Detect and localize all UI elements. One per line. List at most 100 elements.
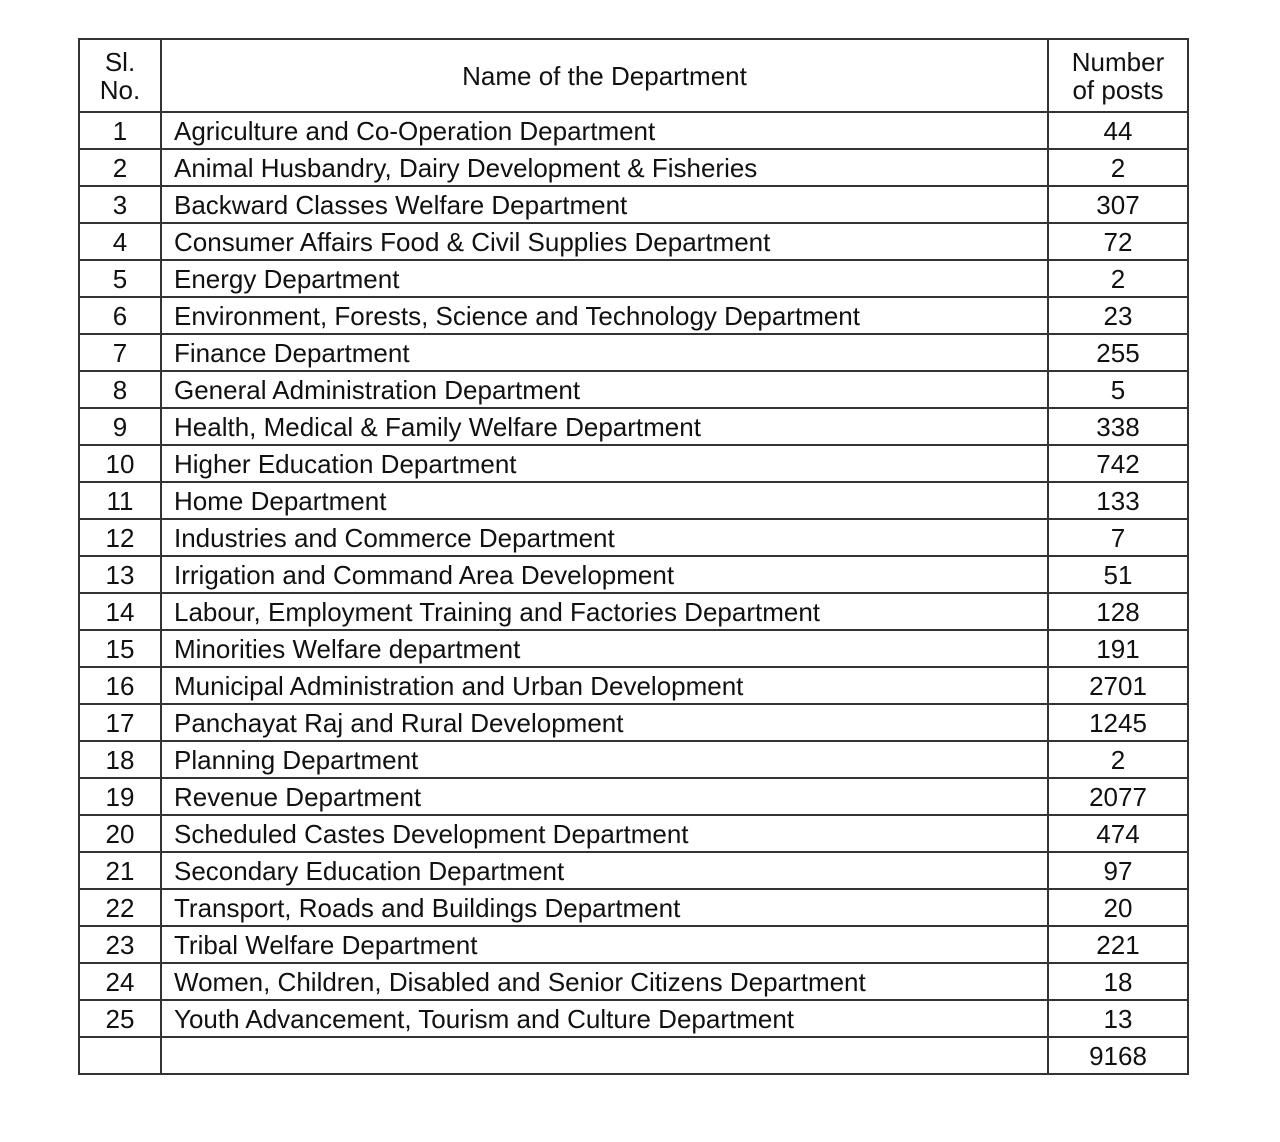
table-row: 7 Finance Department 255	[78, 333, 1189, 372]
table-cell: 338	[1047, 407, 1189, 446]
table-cell: Backward Classes Welfare Department	[160, 185, 1049, 224]
table-cell: 44	[1047, 111, 1189, 150]
header-cell: Sl. No.	[78, 38, 162, 113]
table-cell: 5	[78, 259, 162, 298]
table-cell: 2	[1047, 740, 1189, 779]
table-cell: 1245	[1047, 703, 1189, 742]
header-text: Number of posts	[1071, 46, 1165, 105]
table-cell: 10	[78, 444, 162, 483]
table-cell: 7	[1047, 518, 1189, 557]
table-cell: 21	[78, 851, 162, 890]
table-row: 14 Labour, Employment Training and Factor…	[78, 592, 1189, 631]
table-cell: 18	[78, 740, 162, 779]
total-row: 9168	[78, 1036, 1189, 1075]
table-cell: Finance Department	[160, 333, 1049, 372]
table-cell	[78, 1036, 162, 1075]
table-cell: Higher Education Department	[160, 444, 1049, 483]
table-cell: 19	[78, 777, 162, 816]
table-cell: 24	[78, 962, 162, 1001]
table-cell: 4	[78, 222, 162, 261]
table-cell: Secondary Education Department	[160, 851, 1049, 890]
table-cell: Tribal Welfare Department	[160, 925, 1049, 964]
header-cell: Name of the Department	[160, 38, 1049, 113]
table-row: 9 Health, Medical & Family Welfare Depart…	[78, 407, 1189, 446]
table-cell: 22	[78, 888, 162, 927]
table-cell: 72	[1047, 222, 1189, 261]
table-cell: 23	[78, 925, 162, 964]
table-row: 13 Irrigation and Command Area Developmen…	[78, 555, 1189, 594]
table-cell: 20	[1047, 888, 1189, 927]
table-cell: 7	[78, 333, 162, 372]
header-cell: Number of posts	[1047, 38, 1189, 113]
table-cell: Consumer Affairs Food & Civil Supplies D…	[160, 222, 1049, 261]
table-cell: Irrigation and Command Area Development	[160, 555, 1049, 594]
table-cell: 3	[78, 185, 162, 224]
table-cell: Planning Department	[160, 740, 1049, 779]
table-row: 20 Scheduled Castes Development Departmen…	[78, 814, 1189, 853]
table-row: 23 Tribal Welfare Department 221	[78, 925, 1189, 964]
table-row: 25 Youth Advancement, Tourism and Culture…	[78, 999, 1189, 1038]
table-cell: 474	[1047, 814, 1189, 853]
table-cell: 742	[1047, 444, 1189, 483]
table-body: 1 Agriculture and Co-Operation Department…	[78, 111, 1189, 1075]
table-cell: Revenue Department	[160, 777, 1049, 816]
table-row: 8 General Administration Department 5	[78, 370, 1189, 409]
table-cell: 2701	[1047, 666, 1189, 705]
table-cell: 20	[78, 814, 162, 853]
table-cell: 18	[1047, 962, 1189, 1001]
header-text: Name of the Department	[462, 60, 747, 91]
table-cell: 1	[78, 111, 162, 150]
table-cell: 25	[78, 999, 162, 1038]
table-cell: 97	[1047, 851, 1189, 890]
table-cell: 133	[1047, 481, 1189, 520]
table-cell: 17	[78, 703, 162, 742]
table-cell: Environment, Forests, Science and Techno…	[160, 296, 1049, 335]
table-cell: 128	[1047, 592, 1189, 631]
table-row: 5 Energy Department 2	[78, 259, 1189, 298]
table-cell: 23	[1047, 296, 1189, 335]
table-row: 17 Panchayat Raj and Rural Development 124…	[78, 703, 1189, 742]
table-cell: 221	[1047, 925, 1189, 964]
table-cell	[160, 1036, 1049, 1075]
table-cell: General Administration Department	[160, 370, 1049, 409]
table-row: 10 Higher Education Department 742	[78, 444, 1189, 483]
table-cell: 255	[1047, 333, 1189, 372]
table-row: 16 Municipal Administration and Urban Dev…	[78, 666, 1189, 705]
table-cell: 2	[1047, 148, 1189, 187]
table-row: 6 Environment, Forests, Science and Techn…	[78, 296, 1189, 335]
table-row: 1 Agriculture and Co-Operation Department…	[78, 111, 1189, 150]
header-row: Sl. No. Name of the Department Number of…	[78, 38, 1189, 113]
table-row: 24 Women, Children, Disabled and Senior C…	[78, 962, 1189, 1001]
table-cell: 307	[1047, 185, 1189, 224]
table-cell: Municipal Administration and Urban Devel…	[160, 666, 1049, 705]
table-cell: 13	[78, 555, 162, 594]
table-cell: 13	[1047, 999, 1189, 1038]
table-row: 2 Animal Husbandry, Dairy Development & F…	[78, 148, 1189, 187]
table-cell: Industries and Commerce Department	[160, 518, 1049, 557]
table-cell: Scheduled Castes Development Department	[160, 814, 1049, 853]
table-cell: 6	[78, 296, 162, 335]
table-cell: 14	[78, 592, 162, 631]
table-row: 15 Minorities Welfare department 191	[78, 629, 1189, 668]
table-cell: Panchayat Raj and Rural Development	[160, 703, 1049, 742]
table-row: 12 Industries and Commerce Department 7	[78, 518, 1189, 557]
table-cell: 8	[78, 370, 162, 409]
table-row: 19 Revenue Department 2077	[78, 777, 1189, 816]
table-cell: 2077	[1047, 777, 1189, 816]
table-cell: 11	[78, 481, 162, 520]
table-row: 4 Consumer Affairs Food & Civil Supplies …	[78, 222, 1189, 261]
table-row: 21 Secondary Education Department 97	[78, 851, 1189, 890]
table-cell: Health, Medical & Family Welfare Departm…	[160, 407, 1049, 446]
table-cell: 191	[1047, 629, 1189, 668]
table-cell: 16	[78, 666, 162, 705]
table-cell: Agriculture and Co-Operation Department	[160, 111, 1049, 150]
table-cell: 5	[1047, 370, 1189, 409]
table-cell: 2	[1047, 259, 1189, 298]
table-row: 18 Planning Department 2	[78, 740, 1189, 779]
table-cell: 12	[78, 518, 162, 557]
table-cell: Home Department	[160, 481, 1049, 520]
table-cell: 51	[1047, 555, 1189, 594]
table-cell: 9	[78, 407, 162, 446]
posts-table: Sl. No. Name of the Department Number of…	[78, 38, 1189, 1075]
